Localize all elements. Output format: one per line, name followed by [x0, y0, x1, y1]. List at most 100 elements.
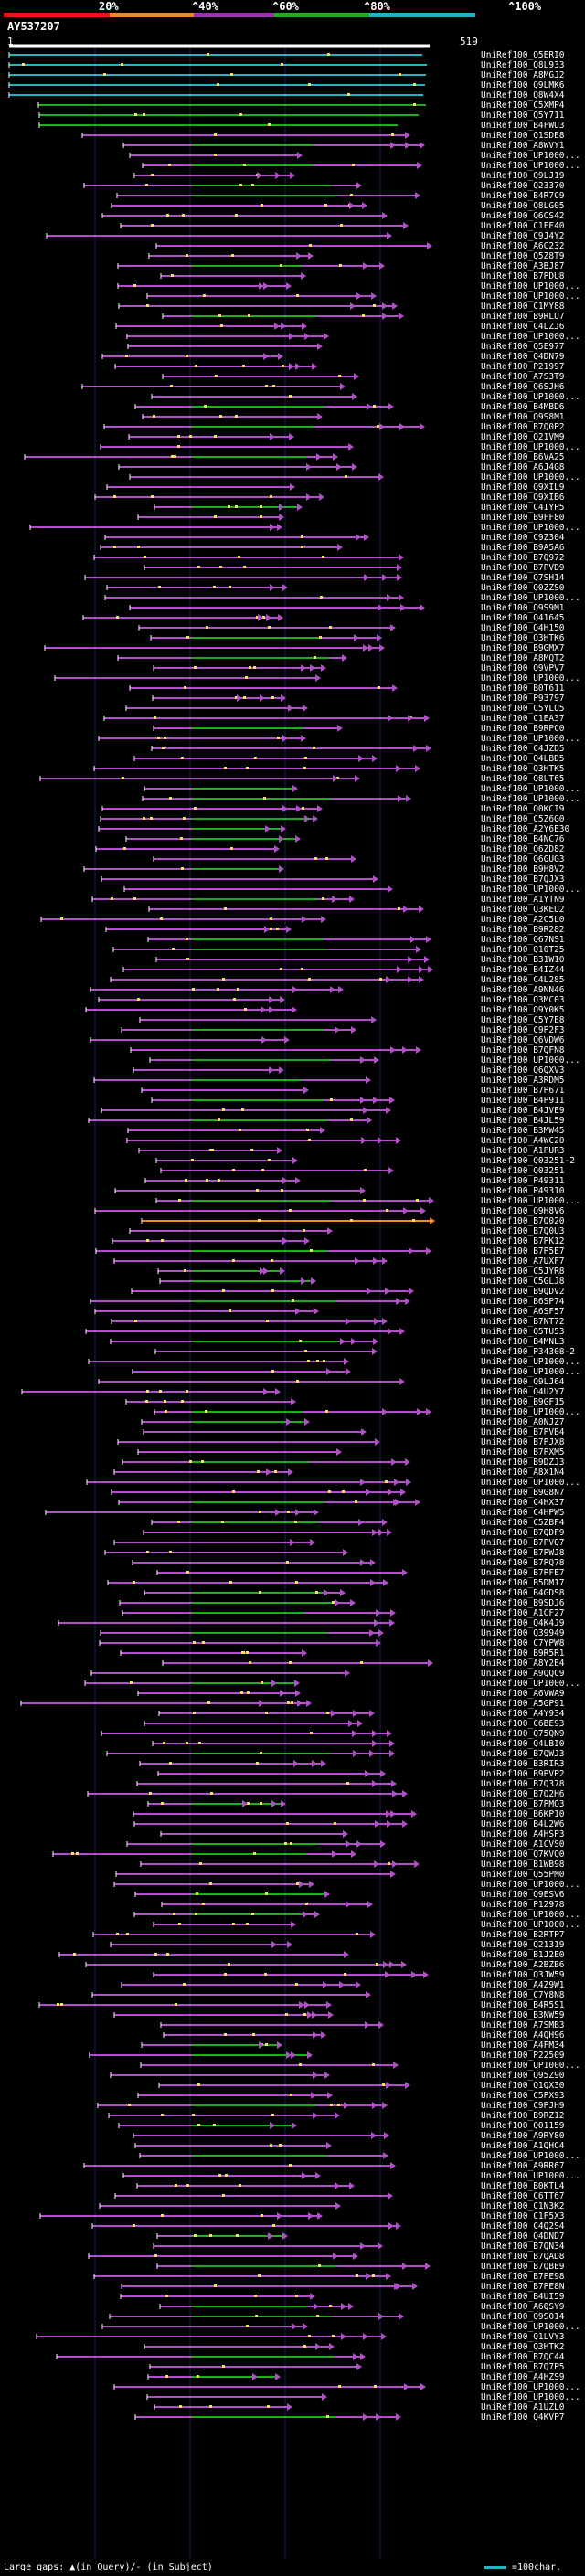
hit-label[interactable]: UniRef100_A6C232 [481, 241, 565, 251]
hit-label[interactable]: UniRef100_Q3KEU2 [481, 905, 565, 915]
hit-label[interactable]: UniRef100_B4NC76 [481, 834, 565, 844]
hit-label[interactable]: UniRef100_Q1SDE8 [481, 131, 565, 141]
hit-label[interactable]: UniRef100_C9J4Y2 [481, 231, 565, 241]
hit-label[interactable]: UniRef100_Q7SH14 [481, 573, 565, 583]
hit-label[interactable]: UniRef100_UP1000... [481, 1196, 580, 1206]
hit-label[interactable]: UniRef100_A0NJZ7 [481, 1417, 565, 1427]
hit-label[interactable]: UniRef100_C4JZD5 [481, 744, 565, 754]
hit-label[interactable]: UniRef100_P34308-2 [481, 1347, 575, 1357]
hit-label[interactable]: UniRef100_B4GDS8 [481, 1588, 565, 1598]
hit-label[interactable]: UniRef100_A4QH96 [481, 2030, 565, 2041]
hit-label[interactable]: UniRef100_Q41645 [481, 613, 565, 623]
hit-label[interactable]: UniRef100_UP1000... [481, 2322, 580, 2332]
hit-label[interactable]: UniRef100_A6J4G8 [481, 462, 565, 472]
hit-label[interactable]: UniRef100_A1QHC4 [481, 2141, 565, 2151]
hit-label[interactable]: UniRef100_C5GLJ8 [481, 1277, 565, 1287]
hit-label[interactable]: UniRef100_C4HX37 [481, 1498, 565, 1508]
hit-label[interactable]: UniRef100_Q9S9M1 [481, 603, 565, 613]
hit-label[interactable]: UniRef100_UP1000... [481, 1679, 580, 1689]
hit-label[interactable]: UniRef100_Q4U2Y7 [481, 1387, 565, 1397]
hit-label[interactable]: UniRef100_UP1000... [481, 1910, 580, 1920]
hit-label[interactable]: UniRef100_Q0KCI9 [481, 804, 565, 814]
hit-label[interactable]: UniRef100_UP1000... [481, 1920, 580, 1930]
hit-label[interactable]: UniRef100_A1YTN9 [481, 895, 565, 905]
hit-label[interactable]: UniRef100_A2Y6E30 [481, 824, 570, 834]
hit-label[interactable]: UniRef100_Q9Y0K5 [481, 1005, 565, 1015]
hit-label[interactable]: UniRef100_Q9LJ19 [481, 171, 565, 181]
hit-label[interactable]: UniRef100_UP1000... [481, 292, 580, 302]
hit-label[interactable]: UniRef100_B4L2W6 [481, 1819, 565, 1829]
hit-label[interactable]: UniRef100_Q9S014 [481, 2312, 565, 2322]
hit-label[interactable]: UniRef100_UP1000... [481, 281, 580, 292]
hit-label[interactable]: UniRef100_UP1000... [481, 673, 580, 684]
hit-label[interactable]: UniRef100_Q75QN9 [481, 1729, 565, 1739]
hit-label[interactable]: UniRef100_B7PQ78 [481, 1558, 565, 1568]
hit-label[interactable]: UniRef100_B7Q0U3 [481, 1226, 565, 1236]
hit-label[interactable]: UniRef100_UP1000... [481, 2061, 580, 2071]
hit-label[interactable]: UniRef100_P49310 [481, 1186, 565, 1196]
hit-label[interactable]: UniRef100_C1EA37 [481, 714, 565, 724]
hit-label[interactable]: UniRef100_B2RTP7 [481, 1930, 565, 1940]
hit-label[interactable]: UniRef100_B7QBE9 [481, 2262, 565, 2272]
hit-label[interactable]: UniRef100_B7QJX3 [481, 875, 565, 885]
hit-label[interactable]: UniRef100_Q0ZZS0 [481, 583, 565, 593]
hit-label[interactable]: UniRef100_UP1000... [481, 593, 580, 603]
hit-label[interactable]: UniRef100_Q3MC03 [481, 995, 565, 1005]
hit-label[interactable]: UniRef100_C5ZBF4 [481, 1518, 565, 1528]
hit-label[interactable]: UniRef100_Q3HTK5 [481, 764, 565, 774]
hit-label[interactable]: UniRef100_Q6SJH6 [481, 382, 565, 392]
hit-label[interactable]: UniRef100_Q3HTK2 [481, 2342, 565, 2352]
hit-label[interactable]: UniRef100_B4MNL3 [481, 1337, 565, 1347]
hit-label[interactable]: UniRef100_B9A5A6 [481, 543, 565, 553]
hit-label[interactable]: UniRef100_P22509 [481, 2051, 565, 2061]
hit-label[interactable]: UniRef100_UP1000... [481, 2392, 580, 2402]
hit-label[interactable]: UniRef100_B6VA25 [481, 452, 565, 462]
hit-label[interactable]: UniRef100_B1WB98 [481, 1860, 565, 1870]
hit-label[interactable]: UniRef100_B4R7C9 [481, 191, 565, 201]
hit-label[interactable]: UniRef100_C9Z304 [481, 533, 565, 543]
hit-label[interactable]: UniRef100_P21997 [481, 362, 565, 372]
hit-label[interactable]: UniRef100_Q9S8M1 [481, 412, 565, 422]
hit-label[interactable]: UniRef100_UP1000... [481, 2151, 580, 2161]
hit-label[interactable]: UniRef100_Q3JW59 [481, 1970, 565, 1980]
hit-label[interactable]: UniRef100_Q39949 [481, 1628, 565, 1638]
hit-label[interactable]: UniRef100_B7Q378 [481, 1779, 565, 1789]
hit-label[interactable]: UniRef100_B7QC44 [481, 2352, 565, 2362]
hit-label[interactable]: UniRef100_Q9VPV7 [481, 663, 565, 673]
hit-label[interactable]: UniRef100_B7PE98 [481, 2272, 565, 2282]
hit-label[interactable]: UniRef100_UP1000... [481, 523, 580, 533]
hit-label[interactable]: UniRef100_C1N3K2 [481, 2201, 565, 2211]
hit-label[interactable]: UniRef100_C5YLU5 [481, 704, 565, 714]
hit-label[interactable]: UniRef100_A3BJ87 [481, 261, 565, 271]
hit-label[interactable]: UniRef100_A5GP91 [481, 1699, 565, 1709]
hit-label[interactable]: UniRef100_UP1000... [481, 161, 580, 171]
hit-label[interactable]: UniRef100_Q10T25 [481, 945, 565, 955]
hit-label[interactable]: UniRef100_B4JVE9 [481, 1106, 565, 1116]
hit-label[interactable]: UniRef100_C9PJH9 [481, 2101, 565, 2111]
hit-label[interactable]: UniRef100_A1PUR3 [481, 1146, 565, 1156]
hit-label[interactable]: UniRef100_B7PVB4 [481, 1427, 565, 1437]
hit-label[interactable]: UniRef100_C5JYR8 [481, 1267, 565, 1277]
hit-label[interactable]: UniRef100_Q9LJ64 [481, 1377, 565, 1387]
hit-label[interactable]: UniRef100_Q5E977 [481, 342, 565, 352]
hit-label[interactable]: UniRef100_Q8L933 [481, 60, 565, 70]
hit-label[interactable]: UniRef100_UP1000... [481, 1367, 580, 1377]
hit-label[interactable]: UniRef100_B7PVD9 [481, 563, 565, 573]
hit-label[interactable]: UniRef100_B7QWJ3 [481, 1749, 565, 1759]
hit-label[interactable]: UniRef100_B3NW59 [481, 2010, 565, 2020]
hit-label[interactable]: UniRef100_Q5ERI0 [481, 50, 565, 60]
hit-label[interactable]: UniRef100_UP1000... [481, 332, 580, 342]
hit-label[interactable]: UniRef100_Q5Z8T9 [481, 251, 565, 261]
hit-label[interactable]: UniRef100_Q9XIB6 [481, 493, 565, 503]
hit-label[interactable]: UniRef100_B7QAD8 [481, 2252, 565, 2262]
hit-label[interactable]: UniRef100_B5DM17 [481, 1578, 565, 1588]
hit-label[interactable]: UniRef100_B4IZ44 [481, 965, 565, 975]
hit-label[interactable]: UniRef100_A7UXF7 [481, 1256, 565, 1267]
hit-label[interactable]: UniRef100_A8Y2E4 [481, 1659, 565, 1669]
hit-label[interactable]: UniRef100_Q9H8V6 [481, 1206, 565, 1216]
hit-label[interactable]: UniRef100_Q6GUG3 [481, 854, 565, 864]
hit-label[interactable]: UniRef100_UP1000... [481, 2171, 580, 2181]
hit-label[interactable]: UniRef100_B9H8V2 [481, 864, 565, 875]
hit-label[interactable]: UniRef100_B9GF15 [481, 1397, 565, 1407]
hit-label[interactable]: UniRef100_Q8LT65 [481, 774, 565, 784]
